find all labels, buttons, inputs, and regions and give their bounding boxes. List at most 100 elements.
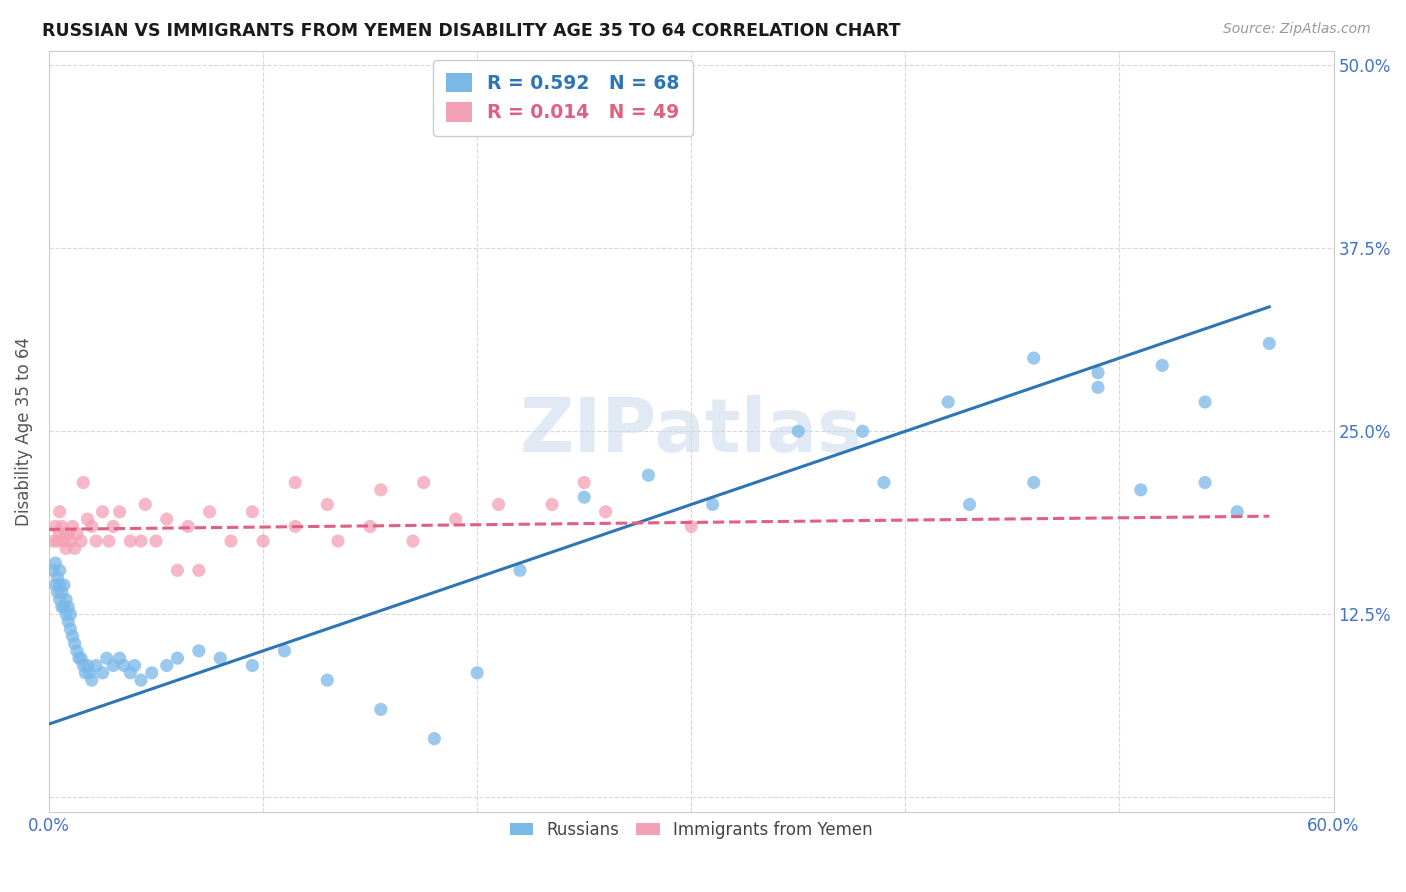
Point <box>851 424 873 438</box>
Point <box>76 512 98 526</box>
Point <box>48 505 70 519</box>
Point <box>402 534 425 549</box>
Point <box>1087 380 1109 394</box>
Point <box>112 658 135 673</box>
Text: Source: ZipAtlas.com: Source: ZipAtlas.com <box>1223 22 1371 37</box>
Point <box>1022 475 1045 490</box>
Point <box>240 505 263 519</box>
Point <box>84 534 107 549</box>
Point <box>58 615 80 629</box>
Point <box>44 578 66 592</box>
Point <box>541 498 564 512</box>
Point <box>76 658 98 673</box>
Point <box>59 534 82 549</box>
Point <box>873 475 896 490</box>
Point <box>1226 505 1249 519</box>
Point <box>48 563 70 577</box>
Point <box>370 702 392 716</box>
Point <box>44 556 66 570</box>
Point <box>70 534 93 549</box>
Point <box>97 534 120 549</box>
Point <box>273 644 295 658</box>
Point <box>574 490 596 504</box>
Point <box>787 424 810 438</box>
Point <box>444 512 467 526</box>
Point <box>326 534 349 549</box>
Point <box>488 498 510 512</box>
Point <box>959 498 981 512</box>
Point <box>1194 395 1216 409</box>
Text: ZIPatlas: ZIPatlas <box>520 395 862 467</box>
Point <box>55 607 77 622</box>
Point <box>316 673 339 687</box>
Point <box>1258 336 1281 351</box>
Point <box>48 592 70 607</box>
Point <box>42 534 65 549</box>
Point <box>55 541 77 556</box>
Point <box>509 563 531 577</box>
Legend: Russians, Immigrants from Yemen: Russians, Immigrants from Yemen <box>503 814 879 846</box>
Point <box>58 599 80 614</box>
Point <box>79 665 101 680</box>
Point <box>681 519 703 533</box>
Point <box>359 519 381 533</box>
Point <box>177 519 200 533</box>
Point <box>124 658 146 673</box>
Point <box>51 599 73 614</box>
Point <box>48 526 70 541</box>
Point <box>284 475 307 490</box>
Point <box>51 519 73 533</box>
Point <box>55 526 77 541</box>
Point <box>63 636 86 650</box>
Point <box>59 607 82 622</box>
Point <box>80 519 103 533</box>
Point <box>187 563 209 577</box>
Point <box>108 505 131 519</box>
Point <box>52 534 75 549</box>
Point <box>209 651 232 665</box>
Point <box>134 498 156 512</box>
Point <box>108 651 131 665</box>
Point <box>75 665 97 680</box>
Point <box>166 563 188 577</box>
Point <box>198 505 221 519</box>
Point <box>252 534 274 549</box>
Point <box>156 658 179 673</box>
Point <box>55 592 77 607</box>
Point <box>62 519 84 533</box>
Point <box>129 673 152 687</box>
Point <box>84 658 107 673</box>
Point <box>1129 483 1152 497</box>
Point <box>166 651 188 665</box>
Point <box>52 599 75 614</box>
Point <box>423 731 446 746</box>
Point <box>62 629 84 643</box>
Point <box>412 475 434 490</box>
Point <box>284 519 307 533</box>
Point <box>48 578 70 592</box>
Point <box>63 541 86 556</box>
Point <box>58 526 80 541</box>
Point <box>316 498 339 512</box>
Y-axis label: Disability Age 35 to 64: Disability Age 35 to 64 <box>15 337 32 525</box>
Point <box>52 578 75 592</box>
Point <box>637 468 659 483</box>
Point <box>129 534 152 549</box>
Point <box>70 651 93 665</box>
Point <box>103 519 125 533</box>
Point <box>91 505 114 519</box>
Point <box>702 498 724 512</box>
Point <box>51 585 73 599</box>
Point <box>66 644 89 658</box>
Point <box>141 665 163 680</box>
Point <box>574 475 596 490</box>
Point <box>1152 359 1174 373</box>
Point <box>240 658 263 673</box>
Point <box>46 585 69 599</box>
Point <box>120 665 142 680</box>
Point <box>465 665 488 680</box>
Point <box>42 563 65 577</box>
Point <box>44 519 66 533</box>
Text: RUSSIAN VS IMMIGRANTS FROM YEMEN DISABILITY AGE 35 TO 64 CORRELATION CHART: RUSSIAN VS IMMIGRANTS FROM YEMEN DISABIL… <box>42 22 901 40</box>
Point <box>145 534 167 549</box>
